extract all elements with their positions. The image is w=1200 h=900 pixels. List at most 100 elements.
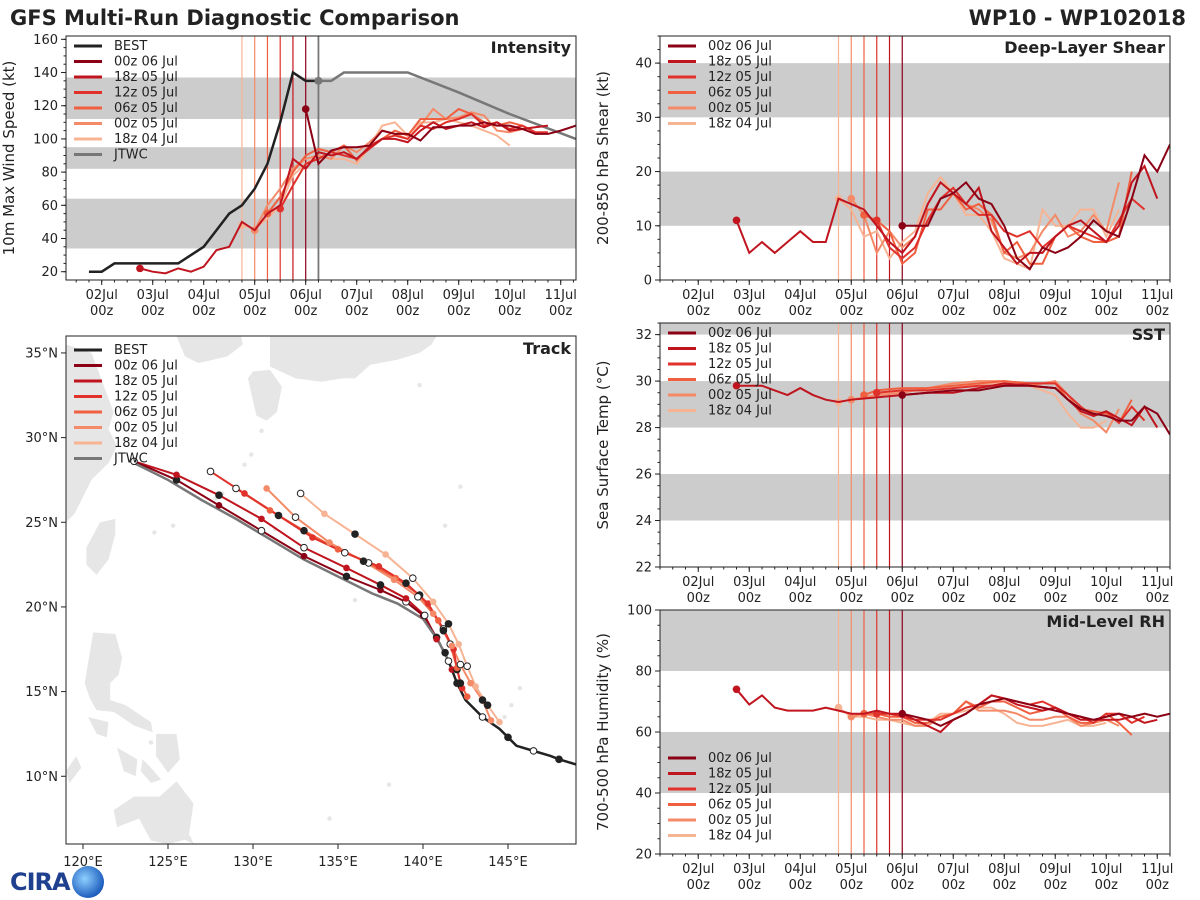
x-tick-label: 10Jul xyxy=(1090,862,1122,877)
x-tick-sublabel: 00z xyxy=(1044,591,1068,606)
series-init-point xyxy=(301,105,310,113)
x-tick-sublabel: 00z xyxy=(1044,304,1068,319)
legend-label: 06z 05 Jul xyxy=(708,798,772,813)
x-tick-label: 04Jul xyxy=(784,288,816,303)
legend-label: 00z 05 Jul xyxy=(708,813,772,828)
track-point xyxy=(435,617,442,624)
land-visayas-2 xyxy=(140,759,162,784)
y-tick-label: 80 xyxy=(635,665,652,680)
y-tick-label: 30 xyxy=(635,111,652,126)
land-island xyxy=(352,597,358,603)
series-line xyxy=(902,384,1170,436)
land-island xyxy=(152,530,157,535)
legend-label: 18z 05 Jul xyxy=(708,55,772,70)
x-tick-label: 11Jul xyxy=(545,288,577,303)
series-line xyxy=(139,121,549,275)
panel-intensity: 2040608010012014016002Jul00z03Jul00z04Ju… xyxy=(0,33,577,319)
x-tick-sublabel: 00z xyxy=(840,591,864,606)
legend-label: 12z 05 Jul xyxy=(708,70,772,85)
x-tick-label: 02Jul xyxy=(682,575,714,590)
land-island xyxy=(502,714,507,720)
x-tick-sublabel: 00z xyxy=(396,304,420,319)
track-point xyxy=(390,576,398,584)
x-tick-sublabel: 00z xyxy=(294,304,318,319)
land-island xyxy=(386,782,392,787)
land-taiwan xyxy=(86,518,116,575)
x-tick-label: 08Jul xyxy=(988,288,1020,303)
legend-label: 18z 04 Jul xyxy=(708,829,772,844)
track-frame xyxy=(65,335,577,845)
land-mindanao xyxy=(113,781,194,844)
series-line xyxy=(902,697,1170,728)
x-tick-label: 08Jul xyxy=(988,575,1020,590)
y-tick-label: 80 xyxy=(41,166,58,181)
storm-title: WP10 - WP102018 xyxy=(968,6,1186,30)
land-island xyxy=(509,702,514,708)
x-tick-label: 140°E xyxy=(403,855,443,870)
x-tick-label: 02Jul xyxy=(682,862,714,877)
main-title: GFS Multi-Run Diagnostic Comparison xyxy=(10,6,460,30)
track-marker xyxy=(439,626,448,635)
track-point xyxy=(326,539,333,546)
shear-band xyxy=(660,171,1170,226)
track-point xyxy=(266,507,274,514)
x-tick-label: 130°E xyxy=(233,855,273,870)
land-island xyxy=(517,686,523,691)
y-tick-label: 40 xyxy=(41,232,58,247)
y-tick-label: 60 xyxy=(41,199,58,214)
x-tick-label: 10Jul xyxy=(1090,288,1122,303)
x-tick-sublabel: 00z xyxy=(345,304,369,319)
land-luzon xyxy=(84,632,153,733)
legend-label: 06z 05 Jul xyxy=(114,101,178,116)
land-korea xyxy=(176,336,243,364)
land-visayas-1 xyxy=(117,747,138,777)
track-marker xyxy=(414,592,422,601)
panel-sst: 22242628303202Jul00z03Jul00z04Jul00z05Ju… xyxy=(594,322,1173,606)
track-point xyxy=(173,471,180,479)
land-mindoro xyxy=(88,717,109,738)
legend-label: 18z 05 Jul xyxy=(114,374,178,389)
y-tick-label: 26 xyxy=(635,468,652,483)
legend-label: 18z 04 Jul xyxy=(114,436,178,451)
x-tick-sublabel: 00z xyxy=(738,304,762,319)
track-marker xyxy=(409,574,417,582)
x-tick-label: 03Jul xyxy=(733,288,765,303)
track-marker xyxy=(351,530,359,538)
x-tick-sublabel: 00z xyxy=(942,304,966,319)
y-tick-label: 15°N xyxy=(25,685,58,700)
track-point xyxy=(429,598,437,606)
track-marker xyxy=(257,526,266,535)
legend-label: 00z 05 Jul xyxy=(114,117,178,132)
legend-label: 12z 05 Jul xyxy=(114,390,178,405)
track-marker xyxy=(300,543,308,552)
x-tick-sublabel: 00z xyxy=(1146,878,1170,893)
y-tick-label: 20°N xyxy=(25,600,58,615)
x-tick-label: 09Jul xyxy=(1039,575,1071,590)
series-line xyxy=(735,688,1158,734)
x-tick-label: 06Jul xyxy=(886,288,918,303)
series-init-point xyxy=(732,381,741,390)
series-line xyxy=(863,171,1133,266)
legend-label: 18z 05 Jul xyxy=(114,70,178,85)
legend-label: 00z 05 Jul xyxy=(114,421,178,436)
x-tick-label: 04Jul xyxy=(188,288,220,303)
x-tick-label: 04Jul xyxy=(784,862,816,877)
track-best-marker xyxy=(504,733,512,742)
x-tick-label: 05Jul xyxy=(835,862,867,877)
track-point xyxy=(377,586,384,594)
x-tick-label: 145°E xyxy=(488,855,528,870)
legend-label: JTWC xyxy=(113,452,148,467)
x-tick-sublabel: 00z xyxy=(789,304,813,319)
land-island xyxy=(148,740,154,745)
track-marker xyxy=(341,548,349,557)
sst-title: SST xyxy=(1132,325,1165,344)
series-init-point xyxy=(872,388,881,397)
track-marker xyxy=(291,513,300,521)
x-tick-sublabel: 00z xyxy=(942,878,966,893)
legend-label: 00z 06 Jul xyxy=(708,326,772,341)
x-tick-label: 10Jul xyxy=(1090,575,1122,590)
legend-label: 12z 05 Jul xyxy=(708,357,772,372)
track-best-marker xyxy=(478,713,487,721)
series-line xyxy=(304,108,576,166)
